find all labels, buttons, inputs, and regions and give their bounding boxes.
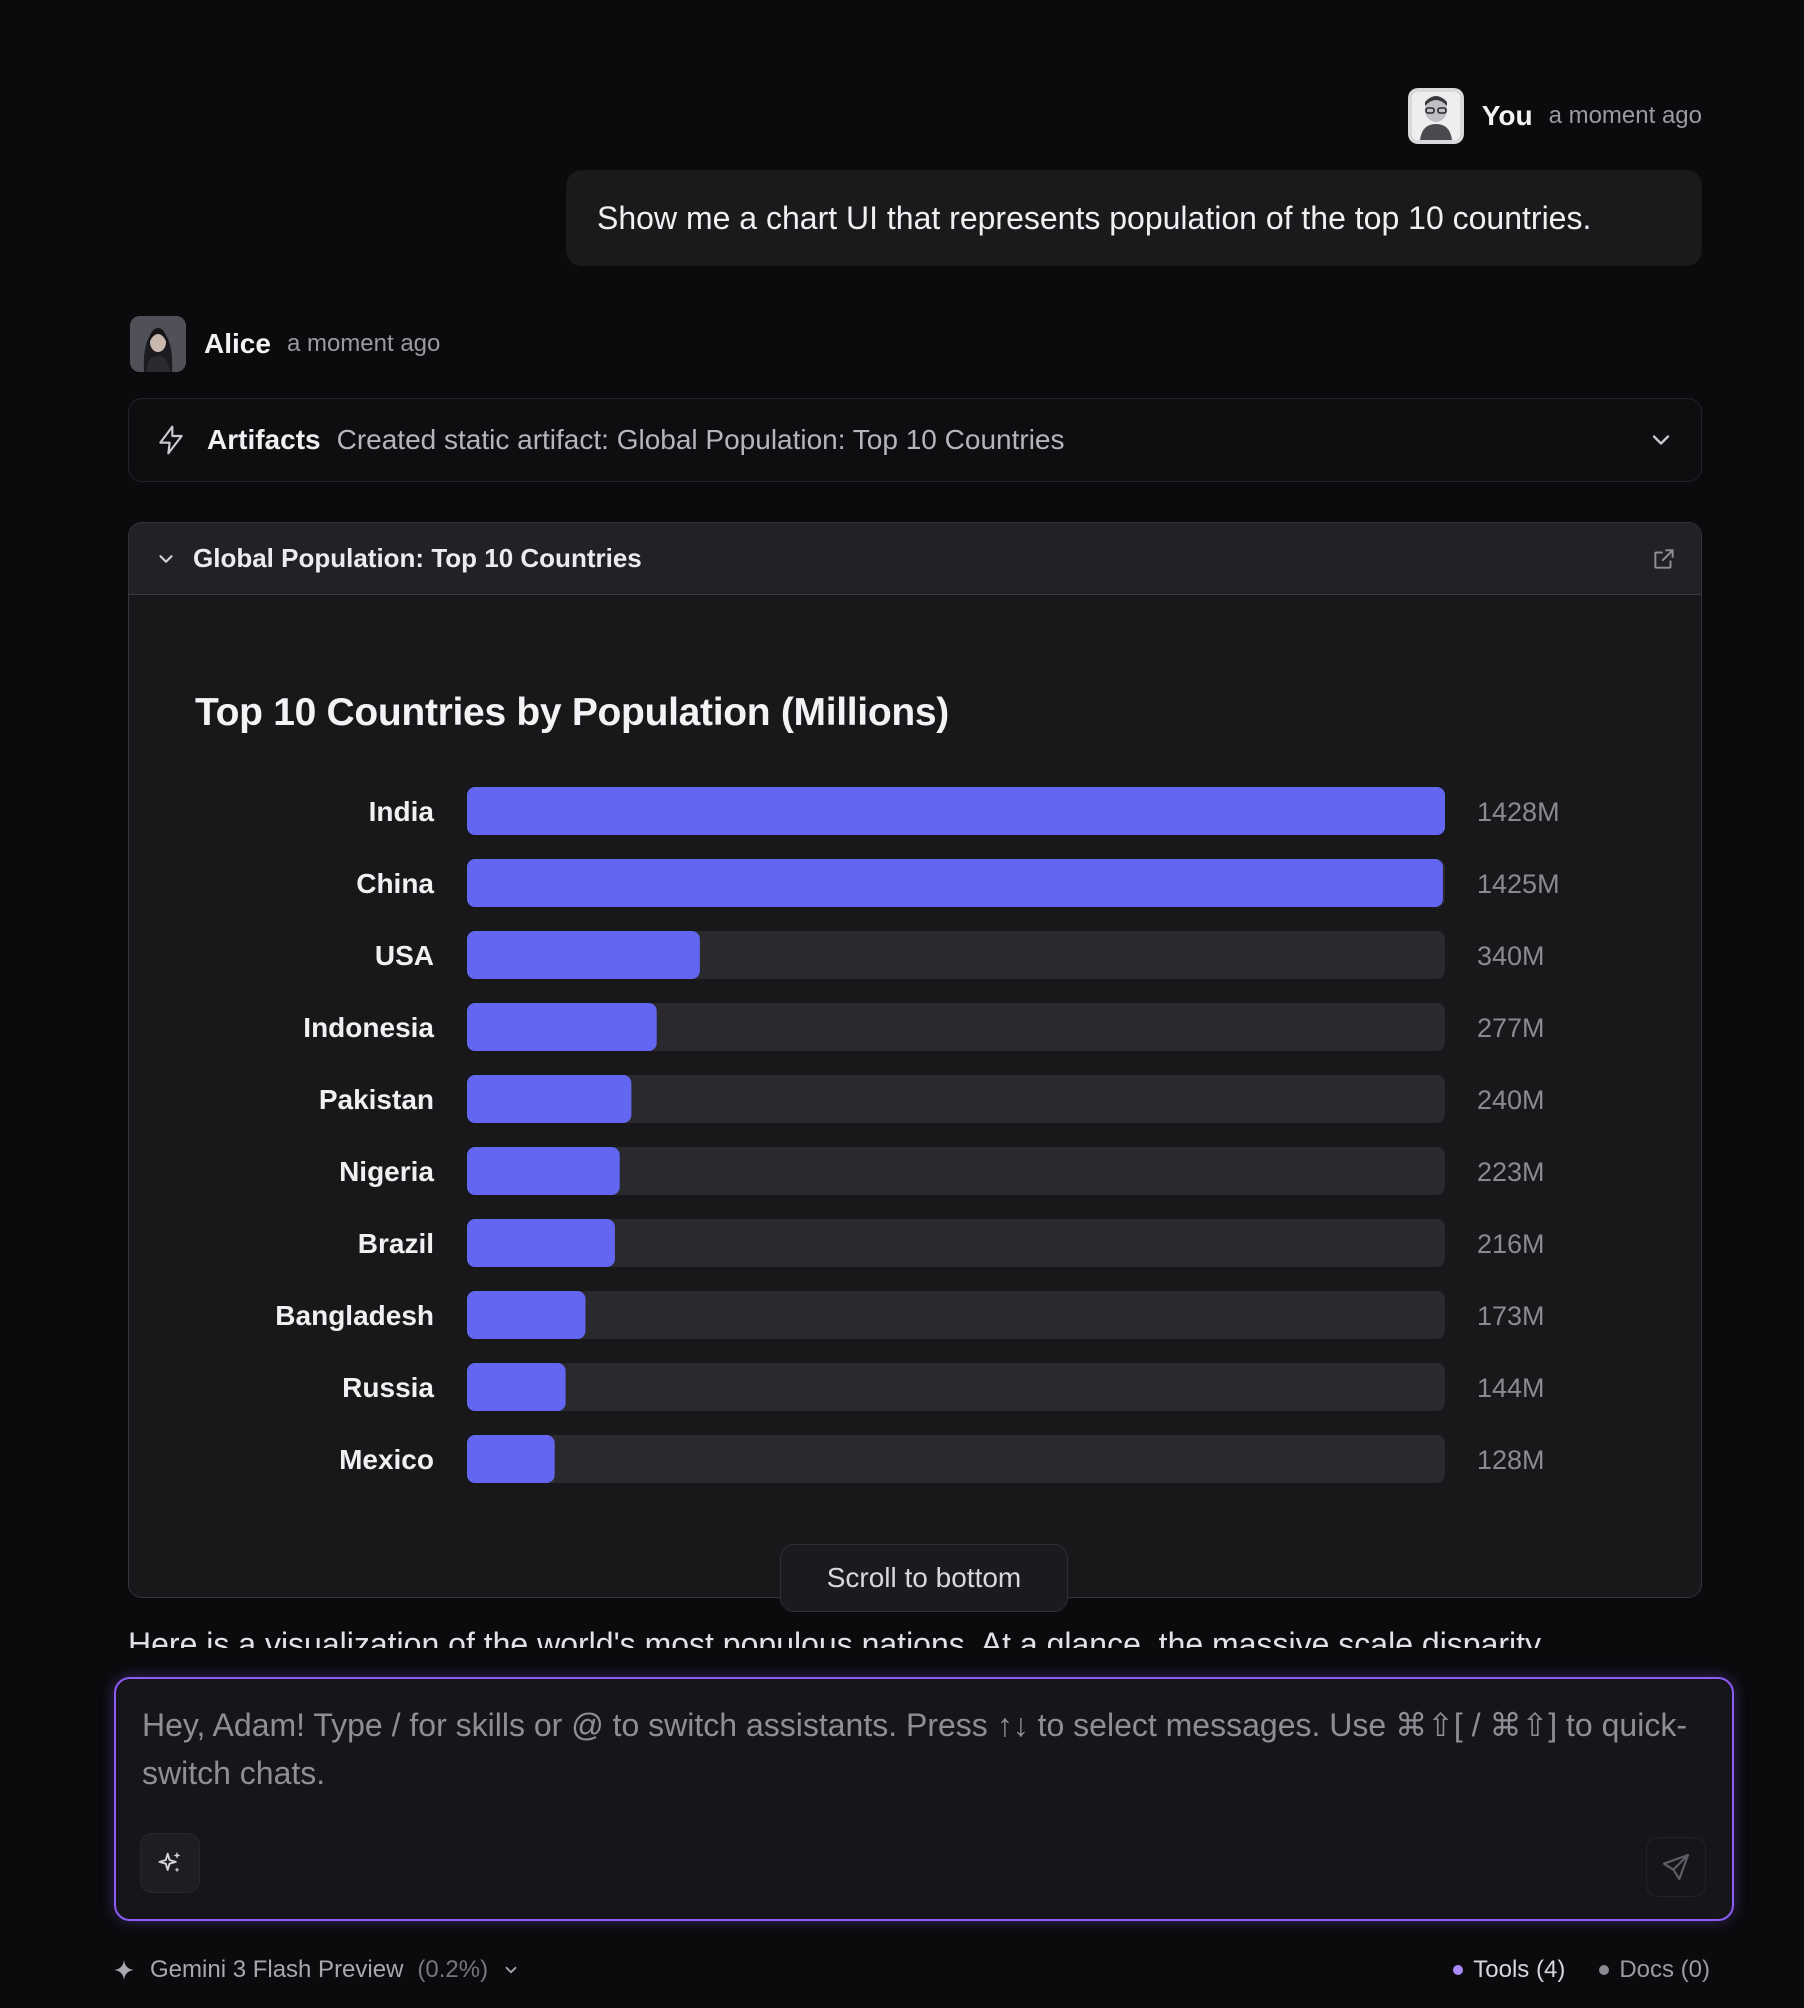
bar-value-nigeria: 223M (1477, 1157, 1545, 1187)
bar-track-bangladesh (467, 1291, 1445, 1339)
send-icon (1662, 1853, 1690, 1881)
assistant-response-text-clip: Here is a visualization of the world's m… (128, 1624, 1702, 1648)
bar-value-china: 1425M (1477, 869, 1560, 899)
assistant-message-header: Alice a moment ago (130, 316, 440, 372)
bar-russia (467, 1363, 566, 1411)
user-message-time: a moment ago (1548, 102, 1702, 129)
bar-label-mexico: Mexico (339, 1444, 434, 1475)
lightning-icon (159, 425, 183, 455)
assistant-name: Alice (204, 328, 271, 359)
user-message-text: Show me a chart UI that represents popul… (597, 199, 1592, 236)
footer-toggles: Tools (4) Docs (0) (1453, 1950, 1710, 1990)
bar-track-pakistan (467, 1075, 1445, 1123)
bar-label-india: India (369, 796, 435, 827)
bar-brazil (467, 1219, 615, 1267)
tools-label: Tools (4) (1473, 1956, 1566, 1983)
model-selector[interactable]: Gemini 3 Flash Preview (0.2%) (112, 1950, 520, 1990)
bar-track-usa (467, 931, 1445, 979)
chart-title: Top 10 Countries by Population (Millions… (195, 691, 949, 734)
bar-value-usa: 340M (1477, 941, 1545, 971)
message-composer[interactable]: Hey, Adam! Type / for skills or @ to swi… (114, 1677, 1734, 1921)
bar-label-nigeria: Nigeria (339, 1156, 434, 1187)
bar-track-russia (467, 1363, 1445, 1411)
bar-china (467, 859, 1443, 907)
population-bar-chart: India 1428M China 1425M USA 340M Indonesia 277M… (275, 787, 1560, 1483)
bar-india (467, 787, 1445, 835)
bar-value-pakistan: 240M (1477, 1085, 1545, 1115)
assistant-message-time: a moment ago (286, 330, 441, 357)
bar-indonesia (467, 1003, 657, 1051)
bar-nigeria (467, 1147, 620, 1195)
bar-track-nigeria (467, 1147, 1445, 1195)
assistant-avatar[interactable] (130, 316, 186, 372)
bar-label-pakistan: Pakistan (319, 1084, 434, 1115)
bar-mexico (467, 1435, 555, 1483)
user-message-bubble: Show me a chart UI that represents popul… (566, 170, 1702, 266)
tools-status-dot (1453, 1965, 1464, 1975)
bar-label-china: China (356, 868, 434, 899)
bar-value-brazil: 216M (1477, 1229, 1545, 1259)
bar-label-brazil: Brazil (358, 1228, 434, 1259)
bar-value-bangladesh: 173M (1477, 1301, 1545, 1331)
artifact-panel-header[interactable]: Global Population: Top 10 Countries (129, 523, 1701, 595)
gemini-sparkle-icon (114, 1960, 134, 1980)
artifacts-description: Created static artifact: Global Populati… (336, 424, 1065, 455)
bar-bangladesh (467, 1291, 586, 1339)
model-usage-percent: (0.2%) (417, 1956, 489, 1983)
bar-track-indonesia (467, 1003, 1445, 1051)
docs-label: Docs (0) (1619, 1956, 1710, 1983)
bar-value-indonesia: 277M (1477, 1013, 1545, 1043)
collapse-chevron-icon[interactable] (155, 548, 177, 570)
bar-value-mexico: 128M (1477, 1445, 1545, 1475)
user-name: You (1481, 100, 1533, 131)
scroll-to-bottom-button[interactable]: Scroll to bottom (780, 1544, 1068, 1612)
skills-button[interactable] (140, 1833, 200, 1893)
artifact-panel-title: Global Population: Top 10 Countries (193, 543, 642, 573)
artifacts-summary[interactable]: Artifacts Created static artifact: Globa… (128, 398, 1702, 482)
bar-label-russia: Russia (342, 1372, 434, 1403)
chevron-down-icon[interactable] (1647, 426, 1675, 454)
composer-placeholder[interactable]: Hey, Adam! Type / for skills or @ to swi… (142, 1707, 1687, 1791)
bar-pakistan (467, 1075, 632, 1123)
send-button[interactable] (1646, 1837, 1706, 1897)
user-message-header: You a moment ago (1407, 88, 1702, 144)
open-external-icon[interactable] (1651, 546, 1677, 572)
model-chevron-down-icon (505, 1966, 517, 1974)
model-name: Gemini 3 Flash Preview (150, 1956, 404, 1983)
bar-label-indonesia: Indonesia (303, 1012, 434, 1043)
bar-value-india: 1428M (1477, 797, 1560, 827)
docs-status-dot (1599, 1965, 1610, 1975)
assistant-response-text: Here is a visualization of the world's m… (128, 1626, 1542, 1648)
bar-label-usa: USA (375, 940, 434, 971)
tools-toggle[interactable]: Tools (4) (1453, 1956, 1565, 1984)
artifact-panel: Global Population: Top 10 Countries Top … (128, 522, 1702, 1598)
assistant-avatar-image (130, 316, 186, 372)
bar-label-bangladesh: Bangladesh (275, 1300, 434, 1331)
docs-toggle[interactable]: Docs (0) (1599, 1956, 1710, 1984)
bar-value-russia: 144M (1477, 1373, 1545, 1403)
user-avatar[interactable] (1407, 88, 1464, 144)
user-avatar-image (1407, 88, 1464, 144)
bar-usa (467, 931, 700, 979)
artifacts-label: Artifacts (207, 424, 321, 455)
bar-track-brazil (467, 1219, 1445, 1267)
sparkle-icon (158, 1851, 181, 1873)
bar-track-mexico (467, 1435, 1445, 1483)
